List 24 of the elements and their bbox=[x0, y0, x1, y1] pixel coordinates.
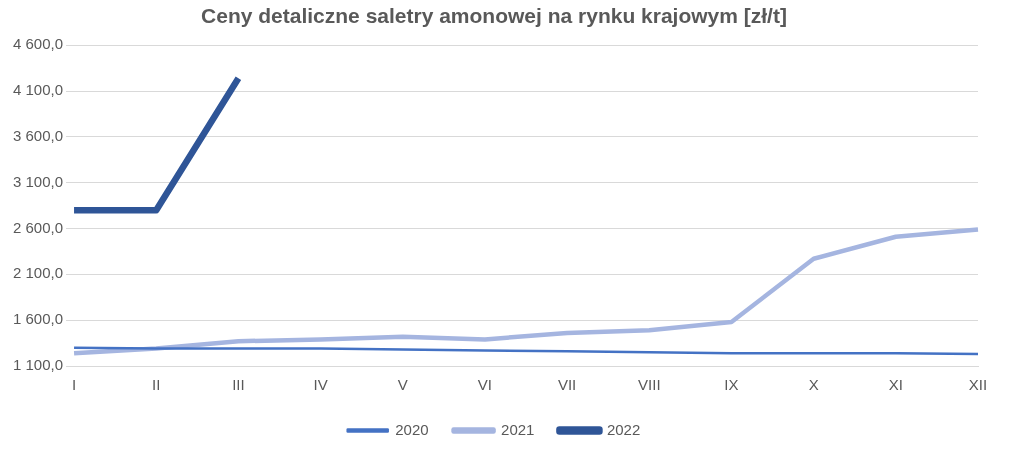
x-tick-label: XII bbox=[968, 376, 988, 394]
legend-label: 2022 bbox=[606, 420, 641, 438]
x-tick-label: VIII bbox=[638, 376, 661, 394]
x-tick-label: II bbox=[152, 376, 161, 394]
x-tick-label: III bbox=[232, 376, 245, 394]
x-tick-label: IX bbox=[724, 376, 739, 394]
y-tick-label: 1 600,0 bbox=[13, 310, 64, 328]
legend-label: 2021 bbox=[501, 420, 535, 438]
x-tick-label: IV bbox=[313, 376, 328, 394]
y-tick-label: 3 600,0 bbox=[13, 127, 64, 144]
y-tick-label: 1 100,0 bbox=[13, 356, 64, 374]
x-tick-label: VII bbox=[557, 376, 577, 394]
x-tick-label: V bbox=[397, 376, 408, 394]
y-tick-label: 2 100,0 bbox=[13, 264, 64, 282]
x-tick-label: X bbox=[808, 376, 819, 394]
y-tick-label: 4 600,0 bbox=[13, 35, 64, 53]
x-tick-label: XI bbox=[888, 376, 903, 394]
legend-label: 2020 bbox=[395, 420, 429, 438]
y-tick-label: 3 100,0 bbox=[13, 172, 64, 190]
chart-title: Ceny detaliczne saletry amonowej na rynku krajowym [zł/t] bbox=[201, 4, 787, 28]
y-tick-label: 4 100,0 bbox=[13, 81, 64, 99]
x-tick-label: I bbox=[71, 376, 77, 394]
x-tick-label: VI bbox=[477, 376, 493, 394]
y-tick-label: 2 600,0 bbox=[13, 218, 64, 236]
